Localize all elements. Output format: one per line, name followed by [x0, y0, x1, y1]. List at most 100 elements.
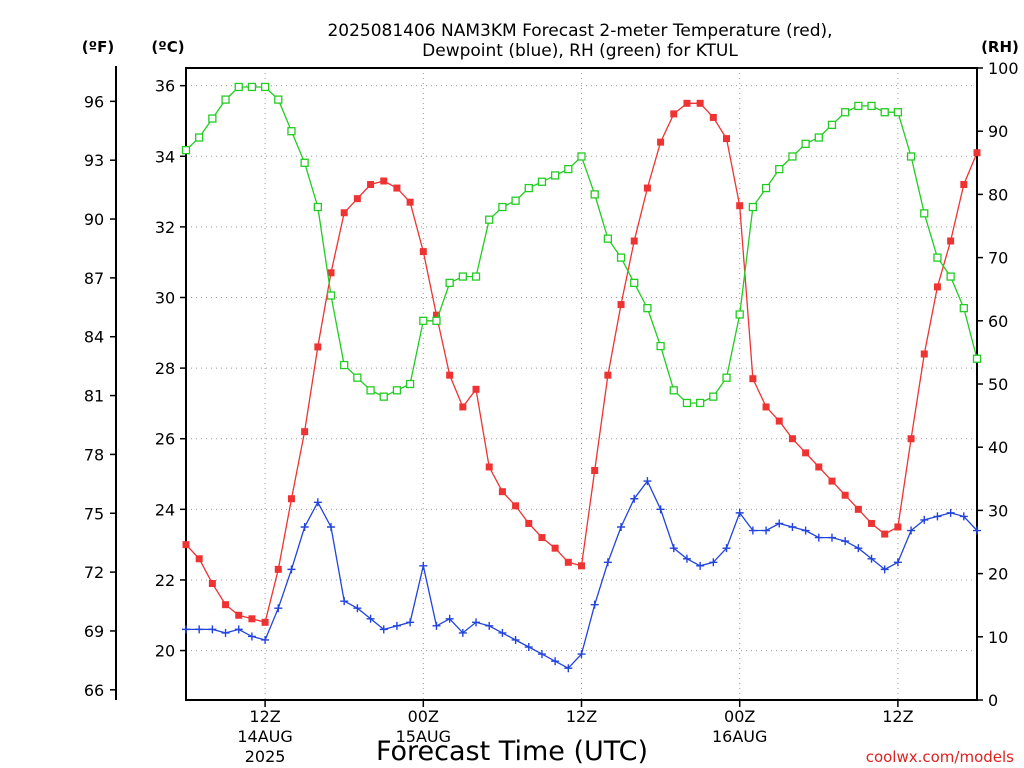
- data-point: [248, 615, 256, 623]
- data-point: [946, 508, 955, 517]
- data-point: [841, 491, 849, 499]
- data-point: [577, 152, 586, 161]
- data-point: [854, 505, 862, 513]
- data-point: [445, 278, 454, 288]
- credit-label: coolwx.com/models: [866, 748, 1014, 766]
- rh-tick-label: 40: [988, 438, 1008, 457]
- celsius-tick-label: 32: [155, 218, 175, 237]
- chart-title-line1: 2025081406 NAM3KM Forecast 2-meter Tempe…: [327, 21, 832, 41]
- data-point: [827, 533, 836, 542]
- data-point: [419, 248, 427, 256]
- fahrenheit-tick-label: 69: [84, 622, 104, 641]
- fahrenheit-tick-label: 90: [84, 210, 104, 229]
- data-point: [656, 341, 665, 351]
- data-point: [775, 519, 784, 528]
- data-point: [260, 82, 270, 92]
- data-point: [814, 133, 823, 142]
- data-point: [498, 628, 507, 637]
- rh-tick-label: 100: [988, 59, 1019, 78]
- data-point: [868, 519, 876, 527]
- x-tick-year: 2025: [245, 747, 286, 766]
- data-point: [366, 614, 375, 623]
- data-point: [419, 316, 428, 325]
- data-point: [880, 108, 889, 117]
- data-point: [775, 417, 783, 425]
- data-point: [458, 272, 468, 281]
- data-point: [828, 477, 836, 485]
- data-point: [893, 558, 902, 567]
- data-point: [881, 530, 889, 538]
- data-point: [748, 202, 758, 212]
- data-point: [261, 635, 270, 644]
- data-point: [340, 597, 349, 606]
- chart-title-line2: Dewpoint (blue), RH (green) for KTUL: [422, 41, 738, 61]
- data-point: [314, 343, 322, 351]
- data-point: [604, 371, 612, 379]
- data-point: [788, 152, 797, 161]
- data-point: [960, 181, 968, 189]
- fahrenheit-tick-label: 66: [84, 681, 104, 700]
- x-tick-date: 14AUG: [237, 727, 292, 746]
- rh-tick-label: 20: [988, 565, 1008, 584]
- data-point: [195, 555, 203, 563]
- data-point: [301, 428, 309, 436]
- data-point: [617, 522, 626, 531]
- fahrenheit-tick-label: 93: [84, 151, 104, 170]
- data-point: [379, 625, 388, 634]
- data-point: [234, 625, 243, 634]
- data-point: [603, 234, 613, 243]
- rh-tick-label: 0: [988, 691, 998, 710]
- data-point: [472, 618, 481, 627]
- data-point: [841, 108, 850, 117]
- fahrenheit-tick-label: 75: [84, 504, 104, 523]
- data-point: [616, 253, 626, 262]
- data-point: [603, 558, 612, 567]
- data-point: [287, 495, 295, 503]
- data-point: [723, 135, 731, 143]
- rh-tick-label: 50: [988, 375, 1008, 394]
- x-axis-label: Forecast Time (UTC): [376, 736, 648, 767]
- data-point: [208, 579, 216, 587]
- data-point: [498, 202, 507, 212]
- data-point: [683, 99, 691, 107]
- x-tick-label: 00Z: [408, 707, 439, 726]
- data-point: [907, 526, 916, 535]
- data-point: [234, 82, 243, 92]
- data-point: [393, 184, 401, 192]
- series-line-2: [185, 86, 978, 404]
- rh-tick-label: 30: [988, 501, 1008, 520]
- data-point: [788, 435, 796, 443]
- data-point: [392, 386, 402, 395]
- data-point: [933, 512, 942, 521]
- tick-labels: 20 22 24 26 28 30 32 34 36 66 69 72 75 78 81 84 87 90 93 96…: [84, 59, 1019, 766]
- fahrenheit-tick-label: 96: [84, 92, 104, 111]
- rh-tick-label: 70: [988, 249, 1008, 268]
- data-point: [564, 664, 573, 673]
- data-point: [802, 449, 810, 457]
- data-point: [669, 386, 678, 395]
- fahrenheit-tick-label: 72: [84, 563, 104, 582]
- data-point: [367, 181, 375, 189]
- data-point: [972, 354, 982, 363]
- data-point: [643, 304, 652, 313]
- data-point: [867, 554, 876, 563]
- data-point: [512, 502, 520, 510]
- data-point: [550, 171, 560, 180]
- data-point: [432, 316, 441, 325]
- data-point: [247, 82, 257, 92]
- fahrenheit-tick-label: 78: [84, 445, 104, 464]
- data-point: [247, 632, 256, 641]
- fahrenheit-tick-label: 84: [84, 328, 104, 347]
- data-point: [327, 269, 335, 277]
- data-point: [682, 398, 692, 408]
- data-point: [274, 95, 283, 104]
- data-point: [775, 164, 784, 174]
- data-point: [235, 611, 243, 619]
- x-tick-label: 00Z: [724, 707, 755, 726]
- celsius-tick-label: 36: [155, 77, 175, 96]
- data-point: [406, 618, 415, 627]
- data-point: [959, 304, 968, 313]
- data-point: [590, 600, 599, 609]
- data-point: [445, 614, 454, 623]
